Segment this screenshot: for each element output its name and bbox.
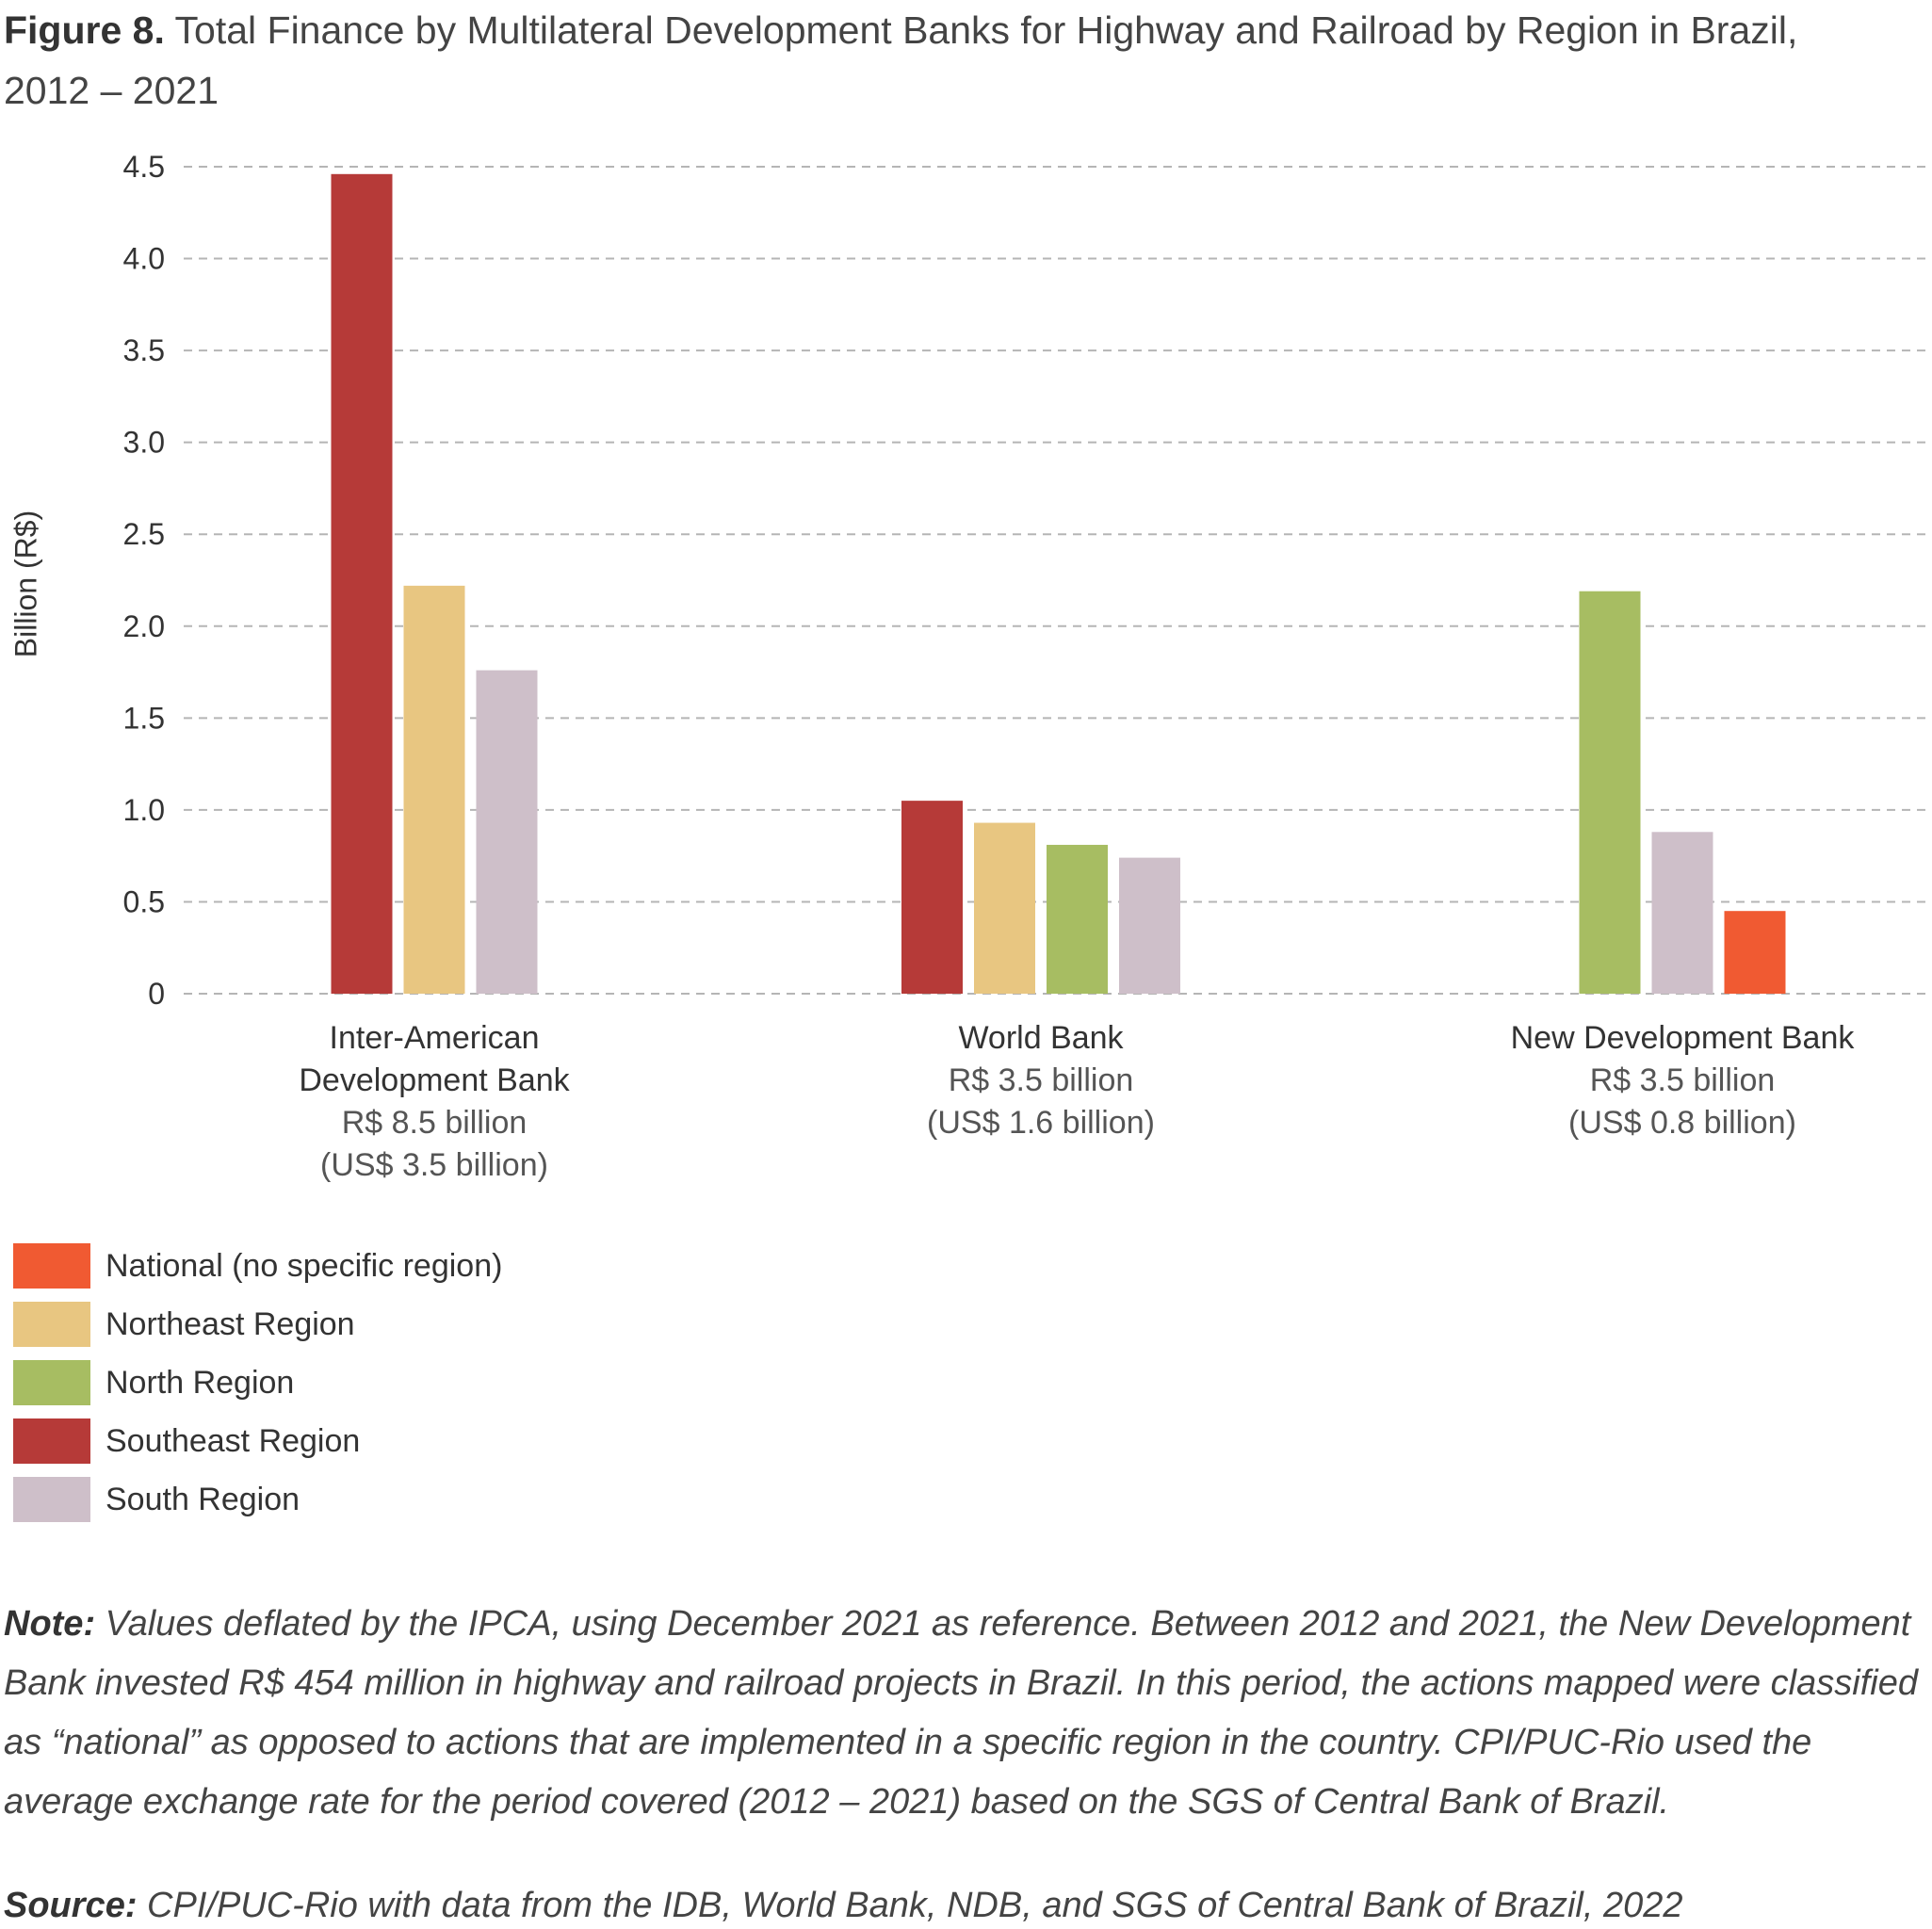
- note-text: Values deflated by the IPCA, using Decem…: [4, 1604, 1918, 1822]
- figure-title-text: Total Finance by Multilateral Developmen…: [4, 8, 1798, 112]
- category-name-line: Inter-American: [329, 1020, 540, 1056]
- bar-south-region: [476, 670, 538, 994]
- source-text: CPI/PUC-Rio with data from the IDB, Worl…: [147, 1886, 1683, 1925]
- legend-swatch: [13, 1360, 90, 1405]
- legend-label: South Region: [106, 1481, 300, 1517]
- legend-label: Southeast Region: [106, 1422, 361, 1459]
- note: Note: Values deflated by the IPCA, using…: [4, 1595, 1925, 1832]
- category-amount-line: (US$ 1.6 billion): [927, 1105, 1155, 1141]
- bar-south-region: [1119, 857, 1180, 994]
- legend-label: National (no specific region): [106, 1247, 503, 1284]
- legend-item: National (no specific region): [13, 1237, 502, 1295]
- legend-swatch: [13, 1243, 90, 1289]
- category-name-line: Development Bank: [299, 1062, 570, 1098]
- legend-item: South Region: [13, 1470, 502, 1529]
- source-label: Source:: [4, 1886, 138, 1925]
- y-tick-label: 2.5: [123, 517, 165, 551]
- legend-swatch: [13, 1418, 90, 1464]
- legend-item: Northeast Region: [13, 1295, 502, 1354]
- bar-south-region: [1651, 832, 1713, 994]
- bar-north-region: [1579, 591, 1641, 994]
- x-category-label: New Development Bank R$ 3.5 billion (US$ 0…: [1437, 1017, 1927, 1144]
- category-amount-line: R$ 3.5 billion: [1589, 1062, 1776, 1098]
- category-amount-line: R$ 8.5 billion: [341, 1105, 528, 1141]
- category-name-line: New Development Bank: [1510, 1020, 1855, 1056]
- legend-label: Northeast Region: [106, 1305, 355, 1342]
- category-amount-line: (US$ 0.8 billion): [1568, 1105, 1796, 1141]
- legend: National (no specific region) Northeast R…: [13, 1237, 502, 1529]
- figure-title: Figure 8. Total Finance by Multilateral …: [4, 0, 1850, 121]
- bar-national-no-specific-region: [1724, 911, 1786, 994]
- y-tick-label: 1.5: [123, 701, 165, 735]
- y-tick-label: 0.5: [123, 884, 165, 918]
- y-tick-label: 3.5: [123, 333, 165, 367]
- x-category-label: Inter-American Development Bank R$ 8.5 bil…: [189, 1017, 679, 1187]
- legend-item: Southeast Region: [13, 1412, 502, 1470]
- legend-swatch: [13, 1302, 90, 1347]
- category-amount-line: (US$ 3.5 billion): [320, 1147, 548, 1183]
- y-tick-label: 4.0: [123, 242, 165, 276]
- bar-northeast-region: [403, 585, 465, 994]
- legend-label: North Region: [106, 1364, 295, 1401]
- bar-chart: 0 0.5 1.0 1.5 2.0 2.5 3.0 3.5 4.0 4.5: [123, 150, 1929, 1011]
- y-tick-label: 3.0: [123, 426, 165, 460]
- bar-northeast-region: [974, 822, 1035, 994]
- category-amount-line: R$ 3.5 billion: [948, 1062, 1134, 1098]
- bar-southeast-region: [331, 173, 393, 994]
- source: Source: CPI/PUC-Rio with data from the I…: [4, 1882, 1925, 1929]
- y-tick-label: 1.0: [123, 793, 165, 827]
- legend-swatch: [13, 1477, 90, 1522]
- figure-number: Figure 8.: [4, 8, 165, 52]
- y-tick-label: 4.5: [123, 150, 165, 184]
- x-category-label: World Bank R$ 3.5 billion (US$ 1.6 billion…: [796, 1017, 1286, 1144]
- y-tick-label: 0: [148, 977, 165, 1011]
- y-tick-label: 2.0: [123, 609, 165, 643]
- category-name-line: World Bank: [958, 1020, 1124, 1056]
- bar-southeast-region: [901, 801, 963, 994]
- legend-item: North Region: [13, 1354, 502, 1412]
- note-label: Note:: [4, 1604, 96, 1644]
- bar-north-region: [1047, 844, 1108, 994]
